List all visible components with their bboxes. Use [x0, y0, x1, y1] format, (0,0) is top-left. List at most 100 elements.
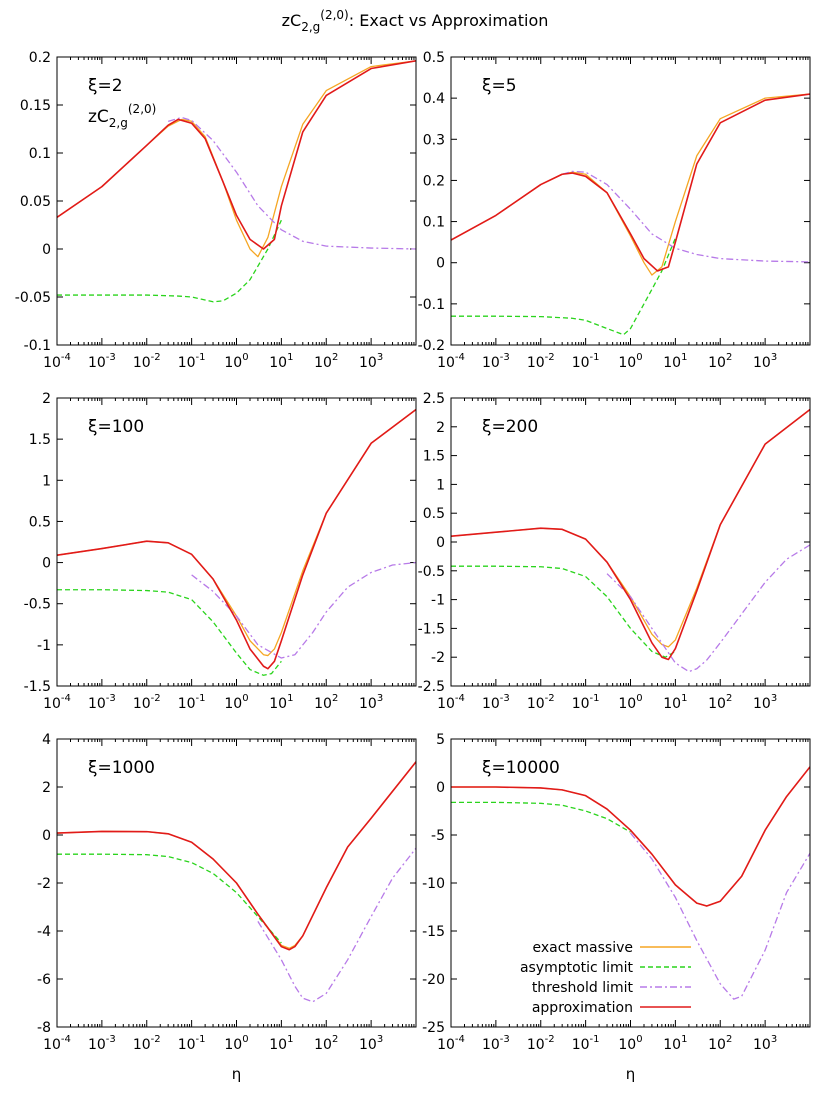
x-tick-label: 10-3 — [482, 693, 510, 712]
x-tick-label: 100 — [224, 1034, 248, 1053]
x-tick-label: 103 — [753, 352, 777, 371]
legend-item-exact-massive: exact massive — [533, 940, 691, 956]
panel-label: ξ=5 — [482, 76, 517, 96]
series-line-asymptotic-limit — [57, 853, 282, 944]
legend-item-threshold-limit: threshold limit — [532, 980, 691, 996]
series-line-threshold-limit — [561, 170, 810, 263]
x-tick-label: 10-1 — [178, 693, 206, 712]
y-tick-label: -0.05 — [15, 290, 51, 306]
y-tick-label: 0.1 — [423, 215, 445, 231]
y-tick-label: 0.5 — [29, 514, 51, 530]
y-tick-label: 0 — [42, 556, 51, 572]
y-tick-label: 0.2 — [423, 173, 445, 189]
series-line-approximation — [57, 761, 416, 951]
x-tick-label: 10-2 — [527, 352, 555, 371]
y-tick-label: -20 — [422, 972, 445, 988]
x-tick-label: 103 — [359, 1034, 383, 1053]
y-tick-label: -2.5 — [418, 679, 445, 695]
x-tick-label: 10-2 — [527, 693, 555, 712]
y-tick-label: -2 — [431, 650, 445, 666]
x-tick-label: 103 — [359, 352, 383, 371]
y-tick-label: 0.3 — [423, 132, 445, 148]
y-tick-label: 1.5 — [423, 449, 445, 465]
x-tick-label: 10-4 — [43, 352, 71, 371]
y-tick-label: 0 — [436, 535, 445, 551]
x-tick-label: 100 — [618, 352, 642, 371]
x-tick-label: 103 — [753, 693, 777, 712]
y-tick-label: -1 — [431, 593, 445, 609]
y-tick-label: -2 — [37, 876, 51, 892]
plot-frame — [56, 56, 417, 346]
panel-label: ξ=100 — [88, 417, 144, 437]
series-line-threshold-limit — [191, 561, 416, 659]
series-line-threshold-limit — [257, 847, 416, 1003]
legend-item-approximation: approximation — [532, 1000, 691, 1016]
x-tick-label: 101 — [269, 693, 293, 712]
x-tick-label: 101 — [663, 693, 687, 712]
chart-panel-3: -1.5 -1 -0.5 0 0.5 1 1.5 2 10-4 10-3 10-2 10-1 100 10… — [24, 391, 417, 712]
series-line-approximation — [451, 93, 810, 272]
panel-label: ξ=10000 — [482, 758, 560, 778]
y-tick-label: 0.5 — [423, 50, 445, 66]
y-tick-label: -1 — [37, 638, 51, 654]
y-tick-label: 2 — [42, 780, 51, 796]
series-line-approximation — [57, 408, 416, 670]
x-tick-label: 103 — [359, 693, 383, 712]
series-line-asymptotic-limit — [451, 801, 631, 833]
y-tick-label: 5 — [436, 732, 445, 748]
panel-label: ξ=200 — [482, 417, 538, 437]
x-tick-label: 102 — [708, 352, 732, 371]
figure-title-prefix: zC — [282, 11, 302, 30]
plot-frame — [450, 56, 811, 346]
y-tick-label: -0.1 — [24, 338, 51, 354]
x-tick-label: 10-4 — [437, 693, 465, 712]
y-tick-label: 2.5 — [423, 391, 445, 407]
series-line-approximation — [451, 408, 810, 661]
plot-frame — [450, 738, 811, 1028]
x-tick-label: 10-3 — [482, 352, 510, 371]
x-tick-label: 101 — [663, 1034, 687, 1053]
y-tick-label: 0.2 — [29, 50, 51, 66]
y-tick-label: 2 — [436, 420, 445, 436]
y-tick-label: -0.5 — [418, 564, 445, 580]
x-tick-label: 10-2 — [527, 1034, 555, 1053]
x-tick-label: 100 — [224, 352, 248, 371]
x-tick-label: 103 — [753, 1034, 777, 1053]
series-line-asymptotic-limit — [451, 565, 676, 658]
legend-item-asymptotic-limit: asymptotic limit — [520, 960, 691, 976]
y-tick-label: -10 — [422, 876, 445, 892]
plot-frame — [56, 397, 417, 687]
y-tick-label: 0.1 — [29, 146, 51, 162]
series-line-threshold-limit — [606, 544, 810, 673]
y-tick-label: -15 — [422, 924, 445, 940]
series-line-asymptotic-limit — [57, 219, 282, 303]
y-tick-label: 0.5 — [423, 506, 445, 522]
legend-label: approximation — [532, 1000, 633, 1016]
figure-title: zC2,g(2,0): Exact vs Approximation — [282, 8, 549, 34]
y-tick-label: 0 — [436, 780, 445, 796]
x-axis-label: η — [232, 1065, 242, 1083]
legend-label: asymptotic limit — [520, 960, 634, 976]
panel-label: ξ=2 — [88, 76, 123, 96]
x-tick-label: 10-3 — [482, 1034, 510, 1053]
x-tick-label: 10-4 — [43, 1034, 71, 1053]
figure-title-sub: 2,g — [301, 20, 320, 34]
y-tick-label: -1.5 — [418, 621, 445, 637]
y-tick-label: 1 — [42, 473, 51, 489]
y-tick-label: 2 — [42, 391, 51, 407]
y-tick-label: -5 — [431, 828, 445, 844]
x-tick-label: 100 — [618, 1034, 642, 1053]
x-tick-label: 10-1 — [572, 352, 600, 371]
y-tick-label: -0.1 — [418, 297, 445, 313]
series-line-exact-massive — [57, 761, 416, 949]
x-tick-label: 10-1 — [572, 1034, 600, 1053]
x-tick-label: 102 — [708, 1034, 732, 1053]
x-tick-label: 10-2 — [133, 352, 161, 371]
x-tick-label: 10-4 — [437, 352, 465, 371]
annotation-label: zC2,g(2,0) — [88, 102, 156, 130]
x-tick-label: 10-3 — [88, 1034, 116, 1053]
x-tick-label: 10-3 — [88, 693, 116, 712]
x-tick-label: 101 — [269, 1034, 293, 1053]
y-tick-label: 0 — [436, 256, 445, 272]
